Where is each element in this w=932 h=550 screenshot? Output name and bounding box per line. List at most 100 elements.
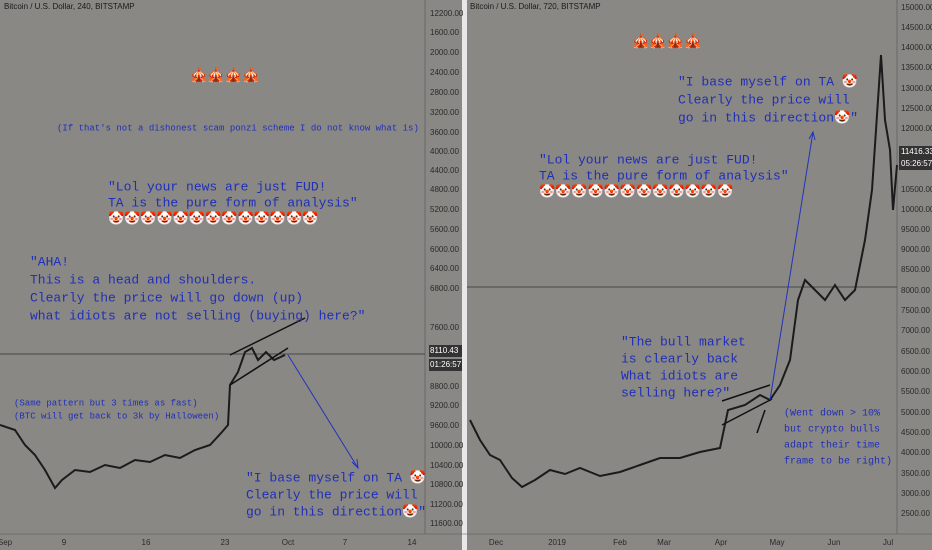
- price-label: 8000.00: [901, 286, 930, 295]
- annotation: "I base myself on TA 🤡: [246, 469, 426, 485]
- price-label: 4000.00: [430, 147, 459, 156]
- annotation: This is a head and shoulders.: [30, 272, 256, 287]
- price-label: 2400.00: [430, 68, 459, 77]
- trend-line: [721, 384, 771, 402]
- price-label: 2800.00: [430, 88, 459, 97]
- price-label: 13000.00: [901, 84, 932, 93]
- annotation: "AHA!: [30, 254, 69, 269]
- annotation: (BTC will get back to 3k by Halloween): [14, 411, 219, 421]
- price-label: 10000.00: [901, 205, 932, 214]
- price-label: 4000.00: [901, 448, 930, 457]
- price-label: 9500.00: [901, 225, 930, 234]
- annotation: Clearly the price will: [678, 92, 850, 107]
- price-label: 3000.00: [901, 489, 930, 498]
- countdown-badge: [899, 158, 932, 170]
- annotation: "The bull market: [621, 334, 746, 349]
- time-label: 16: [142, 538, 151, 547]
- time-label: Dec: [489, 538, 503, 547]
- time-label: Feb: [613, 538, 627, 547]
- price-label: 11600.00: [430, 519, 463, 528]
- price-series: [469, 54, 898, 489]
- annotation: TA is the pure form of analysis": [539, 168, 789, 183]
- annotation: what idiots are not selling (buying) her…: [30, 308, 365, 323]
- time-label: 7: [343, 538, 348, 547]
- trend-line: [229, 317, 306, 356]
- time-label: Jul: [883, 538, 893, 547]
- price-label: 6400.00: [430, 264, 459, 273]
- price-label: 10500.00: [901, 185, 932, 194]
- price-label: 4800.00: [430, 185, 459, 194]
- annotation: (Went down > 10%: [784, 408, 880, 420]
- price-label: 4500.00: [901, 428, 930, 437]
- time-label: Sep: [0, 538, 13, 547]
- price-label: 13500.00: [901, 63, 932, 72]
- annotation: TA is the pure form of analysis": [108, 195, 358, 210]
- time-label: Apr: [715, 538, 728, 547]
- price-label: 10800.00: [430, 480, 464, 489]
- price-series: [0, 346, 286, 490]
- annotation: "I base myself on TA 🤡: [678, 73, 858, 89]
- last-price: 11416.33: [901, 147, 932, 156]
- annotation: What idiots are: [621, 368, 738, 383]
- annotation: frame to be right): [784, 456, 892, 468]
- price-label: 8500.00: [901, 265, 930, 274]
- price-label: 14000.00: [901, 43, 932, 52]
- price-label: 9000.00: [901, 245, 930, 254]
- price-label: 11200.00: [430, 500, 463, 509]
- annotation: selling here?": [621, 385, 730, 400]
- price-label: 10000.00: [430, 441, 464, 450]
- annotation: 🤡🤡🤡🤡🤡🤡🤡🤡🤡🤡🤡🤡: [539, 183, 733, 199]
- price-label: 6000.00: [430, 245, 459, 254]
- time-label: 2019: [548, 538, 566, 547]
- last-price: 8110.43: [430, 346, 459, 355]
- price-label: 5200.00: [430, 205, 459, 214]
- price-label: 15000.00: [901, 3, 932, 12]
- price-label: 2500.00: [901, 509, 930, 518]
- arrow-head: [808, 130, 816, 141]
- annotation: (If that's not a dishonest scam ponzi sc…: [57, 123, 419, 133]
- price-label: 9600.00: [430, 421, 459, 430]
- price-label: 2000.00: [430, 48, 459, 57]
- price-label: 6000.00: [901, 367, 930, 376]
- price-label: 5500.00: [901, 387, 930, 396]
- annotation: 🤡🤡🤡🤡🤡🤡🤡🤡🤡🤡🤡🤡🤡: [108, 210, 318, 226]
- annotation: 🎪🎪🎪🎪: [632, 33, 702, 51]
- time-label: 9: [62, 538, 67, 547]
- price-label: 3600.00: [430, 128, 459, 137]
- arrow: [769, 131, 814, 401]
- price-label: 7500.00: [901, 306, 930, 315]
- price-label: 10400.00: [430, 461, 464, 470]
- chart-header: Bitcoin / U.S. Dollar, 720, BITSTAMP: [470, 2, 601, 11]
- price-label: 12500.00: [901, 104, 932, 113]
- price-label: 8800.00: [430, 382, 459, 391]
- chart-header: Bitcoin / U.S. Dollar, 240, BITSTAMP: [4, 2, 135, 11]
- time-label: May: [769, 538, 784, 547]
- annotation: "Lol your news are just FUD!: [539, 152, 757, 167]
- last-price-badge: [429, 345, 462, 357]
- annotation: "Lol your news are just FUD!: [108, 179, 326, 194]
- last-price-badge: [899, 146, 932, 158]
- price-label: 14500.00: [901, 23, 932, 32]
- price-label: 5000.00: [901, 408, 930, 417]
- price-label: 4400.00: [430, 166, 459, 175]
- annotation: 🎪🎪🎪🎪: [190, 67, 260, 85]
- price-label: 7000.00: [901, 326, 930, 335]
- time-label: 23: [221, 538, 230, 547]
- price-label: 6500.00: [901, 347, 930, 356]
- annotation: (Same pattern but 3 times as fast): [14, 398, 198, 408]
- annotation: go in this direction🤡": [678, 109, 858, 125]
- countdown: 05:26:57: [901, 159, 932, 168]
- price-label: 1600.00: [430, 28, 459, 37]
- arrow-head: [351, 458, 359, 470]
- price-label: 7600.00: [430, 323, 459, 332]
- price-label: 3500.00: [901, 469, 930, 478]
- price-label: 12000.00: [901, 124, 932, 133]
- trend-line: [721, 398, 773, 426]
- annotation: but crypto bulls: [784, 424, 880, 436]
- trend-line: [756, 409, 766, 434]
- annotation: go in this direction🤡": [246, 503, 426, 519]
- price-label: 6800.00: [430, 284, 459, 293]
- price-label: 12200.00: [430, 9, 464, 18]
- countdown: 01:26:57: [430, 360, 462, 369]
- time-label: 14: [408, 538, 417, 547]
